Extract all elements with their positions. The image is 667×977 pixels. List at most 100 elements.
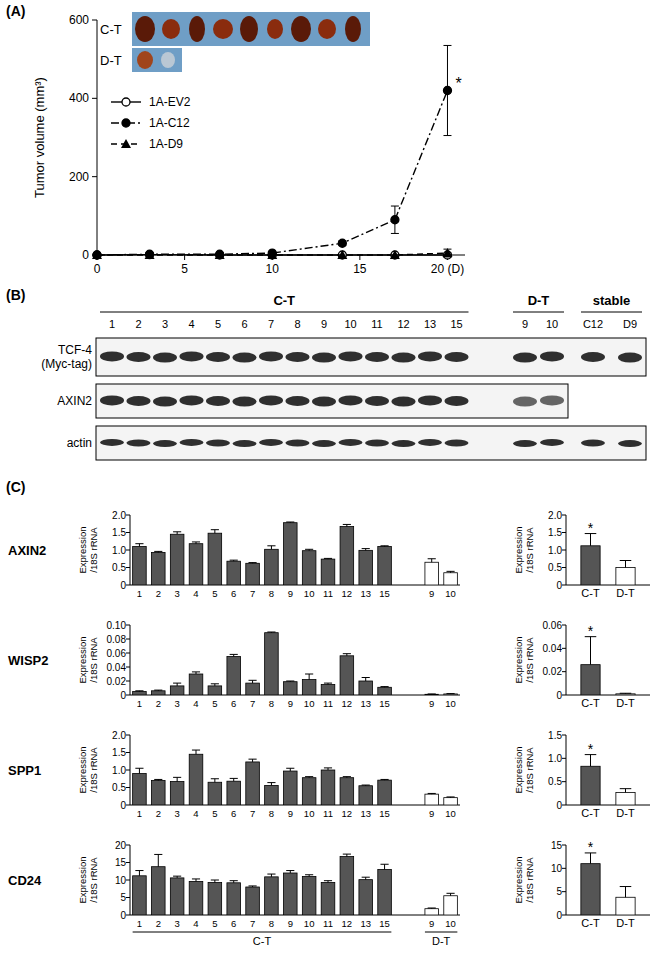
bar — [189, 754, 203, 805]
y-tick-label: 600 — [69, 13, 89, 27]
error-bar — [620, 887, 632, 898]
bar — [340, 857, 354, 915]
band — [540, 439, 564, 446]
legend: 1A-EV21A-C121A-D9 — [111, 95, 191, 151]
error-bar — [324, 881, 332, 883]
bar — [246, 887, 260, 915]
error-line — [214, 779, 215, 783]
x-tick-label: 8 — [269, 918, 274, 929]
y-tick-label: 0.02 — [107, 676, 127, 687]
y-tick-label: 1.5 — [548, 730, 562, 741]
y-axis-label-line: Expression — [513, 747, 524, 794]
bar-chart: 00.020.040.060.080.10Expression/18S rRNA… — [8, 620, 460, 710]
error-bar — [192, 879, 200, 881]
error-bar — [173, 532, 181, 534]
row-title: WISP2 — [8, 653, 48, 668]
y-axis-label-line: Expression — [513, 637, 524, 684]
bar-chart: 00.51.01.52.0Expression/18S rRNAAXIN2123… — [8, 510, 460, 600]
error-bar — [192, 672, 200, 674]
error-line — [625, 887, 626, 898]
x-tick-label: 13 — [360, 588, 371, 599]
x-tick-label: 6 — [231, 698, 236, 709]
bar — [151, 691, 165, 695]
y-tick — [92, 20, 97, 21]
band — [618, 440, 642, 447]
error-bar — [305, 674, 313, 680]
bar — [208, 782, 222, 805]
y-axis-label-line: /18S rRNA — [524, 527, 535, 573]
x-tick-label: 7 — [250, 918, 255, 929]
error-cap — [173, 777, 181, 778]
error-cap — [248, 885, 256, 886]
bar — [151, 867, 165, 915]
x-tick-label: 3 — [174, 808, 179, 819]
y-axis-label: Expression/18S rRNA — [77, 637, 99, 684]
y-tick-label: 0 — [120, 580, 126, 591]
bar-chart: 00.020.040.06Expression/18S rRNAC-TD-T* — [513, 620, 650, 710]
error-bar — [305, 777, 313, 778]
error-cap — [135, 690, 143, 691]
bar — [302, 778, 316, 805]
blot-frame — [96, 384, 568, 418]
error-cap — [154, 551, 162, 552]
y-axis-label-line: Expression — [77, 857, 88, 904]
tumor-photo — [240, 16, 258, 42]
band — [581, 352, 605, 362]
lane-label: 2 — [135, 318, 141, 330]
x-tick-label: D-T — [616, 587, 635, 599]
band — [418, 395, 442, 405]
x-tick-label: 5 — [212, 808, 217, 819]
bar — [321, 882, 335, 915]
bar — [227, 781, 241, 805]
bar — [425, 909, 439, 915]
y-tick — [562, 805, 566, 806]
bar — [359, 880, 373, 915]
tumor-photo — [213, 19, 233, 39]
bar — [246, 762, 260, 805]
x-tick-label: 6 — [231, 808, 236, 819]
band — [286, 396, 310, 406]
lane-label: 6 — [241, 318, 247, 330]
y-tick-label: 0.04 — [107, 662, 127, 673]
x-tick-label: 10 — [304, 588, 315, 599]
y-tick-label: 0.06 — [543, 620, 563, 631]
x-tick-label: 10 — [266, 262, 280, 276]
x-tick-label: 13 — [360, 808, 371, 819]
tumor-photo — [162, 19, 180, 39]
y-tick — [562, 845, 566, 846]
band — [233, 440, 257, 447]
error-bar — [211, 779, 219, 783]
error-cap — [173, 876, 181, 877]
x-tick-label: 5 — [212, 588, 217, 599]
band — [513, 397, 537, 407]
photo-dt — [132, 48, 182, 72]
error-bar — [380, 686, 388, 688]
error-cap — [324, 880, 332, 881]
x-tick-label: 4 — [193, 588, 198, 599]
x-tick-label: 5 — [181, 262, 188, 276]
error-cap — [362, 877, 370, 878]
y-tick-label: 400 — [69, 91, 89, 105]
error-cap — [192, 878, 200, 879]
error-bar — [428, 908, 436, 910]
error-cap — [305, 674, 313, 675]
error-line — [625, 561, 626, 568]
y-axis-label-line: Expression — [513, 527, 524, 574]
y-axis-label: Expression/18S rRNA — [77, 857, 99, 904]
annotation: * — [588, 839, 594, 855]
error-cap — [211, 880, 219, 881]
marker — [338, 239, 346, 247]
marker — [122, 119, 130, 127]
error-bar — [173, 777, 181, 781]
bar-chart: 00.51.01.5Expression/18S rRNAC-TD-T* — [513, 730, 650, 820]
band — [392, 397, 416, 407]
error-cap — [135, 870, 143, 871]
y-tick — [126, 653, 130, 654]
x-axis — [566, 915, 650, 916]
y-tick-label: 0.02 — [543, 666, 563, 677]
y-tick — [562, 868, 566, 869]
band — [392, 440, 416, 447]
y-axis-label: Tumor volume (mm³) — [32, 77, 47, 198]
row-label-line: TCF-4 — [58, 343, 92, 357]
bar-chart: 00.51.01.52.0Expression/18S rRNASPP11234… — [8, 730, 460, 820]
